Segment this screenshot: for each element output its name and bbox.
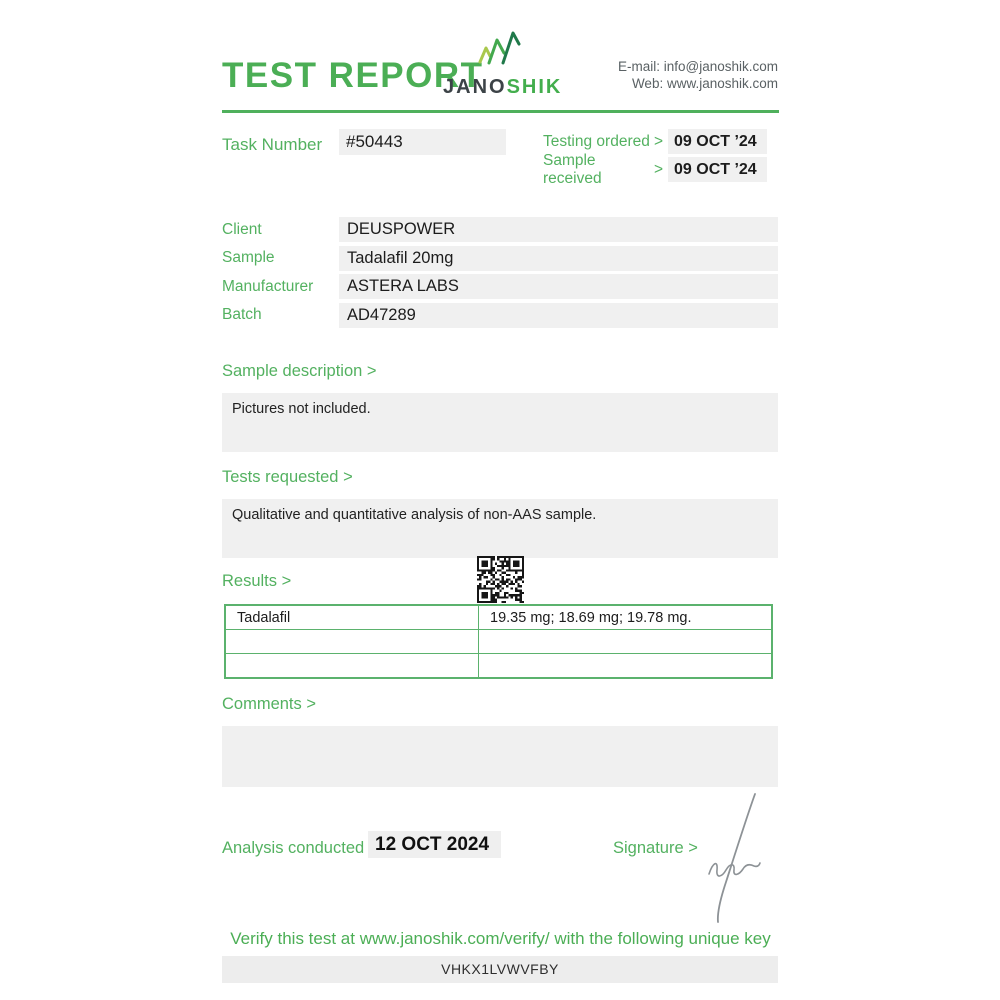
testing-ordered-row: Testing ordered > 09 OCT ’24 <box>543 129 767 154</box>
qr-code <box>477 556 524 603</box>
sample-received-value: 09 OCT ’24 <box>668 157 767 182</box>
signature-label: Signature > <box>613 839 698 857</box>
signature-scribble <box>708 793 761 923</box>
dates-block: Testing ordered > 09 OCT ’24 Sample rece… <box>543 129 767 187</box>
batch-label: Batch <box>222 306 262 323</box>
results-label: Results > <box>222 572 292 590</box>
client-value: DEUSPOWER <box>339 217 778 242</box>
sample-received-separator: > <box>653 160 663 178</box>
testing-ordered-label: Testing ordered <box>543 132 650 150</box>
comments-box <box>222 726 778 787</box>
brand-logo: JANOSHIK <box>443 26 561 99</box>
brand-name-primary: JANO <box>443 76 507 98</box>
results-table-row: Tadalafil 19.35 mg; 18.69 mg; 19.78 mg. <box>224 604 773 630</box>
brand-name-secondary: SHIK <box>506 76 563 98</box>
result-value-cell <box>478 653 773 679</box>
manufacturer-row: Manufacturer ASTERA LABS <box>222 274 778 299</box>
manufacturer-value: ASTERA LABS <box>339 274 778 299</box>
manufacturer-label: Manufacturer <box>222 277 314 295</box>
verify-instruction: Verify this test at www.janoshik.com/ver… <box>230 929 771 948</box>
logo-chart-icon <box>478 31 521 65</box>
batch-value: AD47289 <box>339 302 778 328</box>
sample-label: Sample <box>222 249 275 266</box>
analysis-conducted-value: 12 OCT 2024 <box>368 831 501 858</box>
result-value-cell <box>478 629 773 654</box>
results-table-row <box>224 629 773 654</box>
results-table-row <box>224 653 773 679</box>
sample-description-box: Pictures not included. <box>222 393 778 452</box>
unique-key-value: VHKX1LVWVFBY <box>222 956 778 983</box>
sample-value: Tadalafil 20mg <box>339 245 778 271</box>
result-analyte-cell <box>224 629 479 654</box>
page-title: TEST REPORT <box>222 56 484 95</box>
sample-description-label: Sample description > <box>222 362 377 380</box>
sample-received-label: Sample received <box>543 151 602 187</box>
task-number-value: #50443 <box>339 129 506 155</box>
result-value-cell: 19.35 mg; 18.69 mg; 19.78 mg. <box>478 604 773 630</box>
analysis-conducted-label: Analysis conducted > <box>222 839 379 857</box>
brand-wordmark: JANOSHIK <box>443 76 561 99</box>
results-table: Tadalafil 19.35 mg; 18.69 mg; 19.78 mg. <box>224 604 773 679</box>
client-row: Client DEUSPOWER <box>222 217 778 242</box>
testing-ordered-separator: > <box>653 132 663 150</box>
client-label: Client <box>222 220 262 238</box>
result-analyte-cell <box>224 653 479 679</box>
testing-ordered-value: 09 OCT ’24 <box>668 129 767 154</box>
batch-row: Batch AD47289 <box>222 302 778 328</box>
header-divider <box>222 110 779 113</box>
task-number-label: Task Number <box>222 135 323 154</box>
contact-web: Web: www.janoshik.com <box>631 76 778 91</box>
sample-row: Sample Tadalafil 20mg <box>222 245 778 271</box>
comments-label: Comments > <box>222 695 316 713</box>
tests-requested-label: Tests requested > <box>222 468 353 486</box>
sample-received-row: Sample received > 09 OCT ’24 <box>543 152 767 187</box>
contact-info: E-mail: info@janoshik.com Web: www.janos… <box>618 58 778 92</box>
sample-info-block: Client DEUSPOWER Sample Tadalafil 20mg M… <box>222 217 778 328</box>
result-analyte-cell: Tadalafil <box>224 604 479 630</box>
tests-requested-box: Qualitative and quantitative analysis of… <box>222 499 778 558</box>
contact-email: E-mail: info@janoshik.com <box>617 59 778 74</box>
